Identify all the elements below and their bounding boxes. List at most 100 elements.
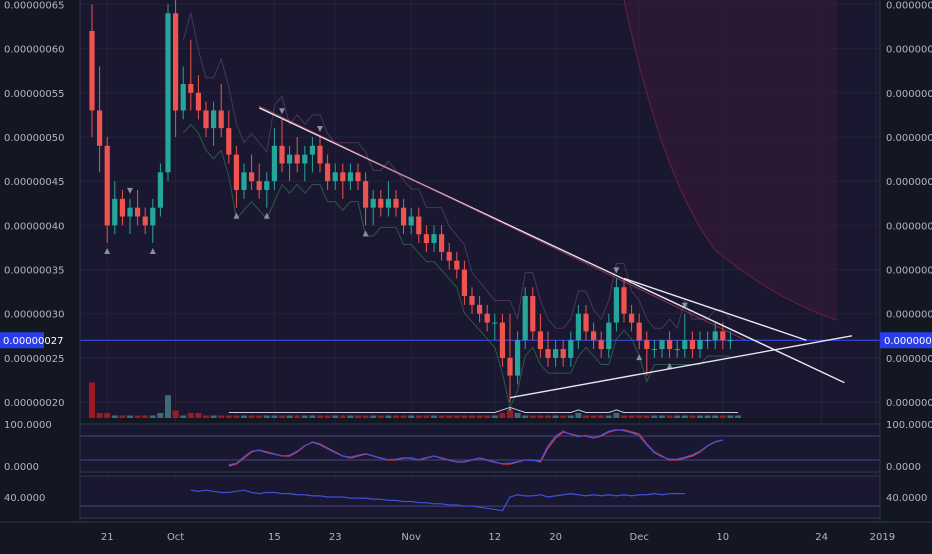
time-tick-label: 21 <box>101 532 114 543</box>
volume-bar <box>651 415 658 418</box>
volume-bar <box>674 415 681 418</box>
signal-marker-up <box>636 354 643 361</box>
volume-bar <box>225 415 232 418</box>
candle-body <box>689 340 695 350</box>
volume-bar <box>180 415 187 418</box>
volume-bar <box>659 415 665 418</box>
candle-body <box>347 172 353 182</box>
candle-body <box>385 198 391 208</box>
candle-body <box>340 172 346 182</box>
candle-body <box>249 172 255 182</box>
indicator-tick-label: 40.0000 <box>886 493 927 504</box>
oscillator-pane[interactable] <box>79 423 881 473</box>
time-axis[interactable]: 21 Oct 15 23 Nov 12 20 Dec 10 24 2019 <box>0 521 932 543</box>
signal-marker-down <box>127 187 133 194</box>
candle-body <box>651 349 657 351</box>
time-tick-label: 20 <box>549 532 562 543</box>
price-cloud-edge <box>623 0 837 321</box>
candle-body <box>309 145 315 155</box>
right-price-tick-label: 0.00000045 <box>886 177 932 188</box>
volume-bar <box>362 415 369 418</box>
candle-body <box>591 331 597 341</box>
candle-body <box>355 172 361 182</box>
volume-bar <box>469 415 475 418</box>
signal-marker-down <box>681 302 688 309</box>
right-price-tick-label: 0.00000025 <box>886 354 932 365</box>
volume-bar <box>195 412 202 418</box>
time-tick-label: Dec <box>630 532 649 543</box>
volume-bar <box>461 415 468 418</box>
candle-body <box>112 198 118 226</box>
left-price-tick-label: 0.00000045 <box>4 177 64 188</box>
right-price-tick-label: 0.00000055 <box>886 89 932 100</box>
candle-body <box>583 313 589 332</box>
candle-body <box>271 145 277 182</box>
oscillator-line-blue <box>228 428 723 466</box>
indicator-pane[interactable] <box>79 475 881 519</box>
volume-bar <box>484 415 491 418</box>
time-tick-label: Oct <box>167 532 184 543</box>
trendline[interactable] <box>623 277 807 341</box>
oscillator-pane-background <box>79 423 881 473</box>
right-price-tick-label: 0.00000020 <box>886 398 932 409</box>
volume-bar <box>377 415 384 418</box>
left-last-price-badge <box>0 332 44 349</box>
candle-body <box>621 287 627 314</box>
candle-body <box>507 357 513 376</box>
volume-pane <box>89 382 741 418</box>
candle-body <box>363 181 369 208</box>
volume-bar <box>104 412 111 418</box>
volume-bar <box>689 415 696 418</box>
volume-bar <box>127 415 133 418</box>
right-price-tick-label: 0.00000050 <box>886 133 932 144</box>
candle-body <box>104 145 110 226</box>
trendline[interactable] <box>509 335 853 399</box>
volume-bar <box>339 415 346 418</box>
left-price-tick-label: 0.00000060 <box>4 45 64 56</box>
volume-bar <box>621 415 627 418</box>
left-price-tick-label: 0.00000050 <box>4 133 64 144</box>
candle-body <box>317 145 323 164</box>
volume-bar <box>134 415 141 418</box>
signal-marker-down <box>279 108 285 115</box>
left-price-tick-label: 0.00000030 <box>4 310 64 321</box>
candle-body <box>659 340 665 350</box>
volume-bar <box>89 382 95 418</box>
volume-bar <box>408 415 415 418</box>
left-price-axis[interactable]: 0.00000065 0.00000060 0.00000055 0.00000050… <box>0 0 81 522</box>
candle-body <box>682 340 688 350</box>
volume-bar <box>157 412 164 418</box>
price-pane[interactable] <box>80 0 880 518</box>
trendline[interactable] <box>258 107 845 384</box>
volume-bar <box>233 415 240 418</box>
volume-bar <box>537 415 544 418</box>
left-price-tick-label: 0.00000035 <box>4 266 64 277</box>
candle-body <box>165 13 171 173</box>
time-tick-label: 2019 <box>870 532 895 543</box>
time-tick-label: Nov <box>401 532 421 543</box>
signal-marker-up <box>149 248 156 255</box>
candle-body <box>233 154 239 190</box>
candle-body <box>469 296 475 305</box>
volume-bar <box>613 412 620 418</box>
volume-bar <box>210 415 217 418</box>
volume-bar <box>400 415 407 418</box>
trendline-shadow <box>258 105 746 341</box>
volume-bar <box>294 415 301 418</box>
candle-body <box>484 313 490 323</box>
signal-marker-down <box>613 267 620 274</box>
right-price-axis[interactable]: 0.00000065 0.00000060 0.00000055 0.00000050… <box>879 0 932 522</box>
right-last-price-badge <box>880 332 932 349</box>
candle-body <box>393 198 399 208</box>
volume-bar <box>499 412 506 418</box>
candle-body <box>226 128 232 155</box>
volume-bar <box>119 415 126 418</box>
candle-body <box>287 154 293 164</box>
volume-bar <box>279 415 285 418</box>
volume-bar <box>605 415 612 418</box>
volume-bar <box>719 415 726 418</box>
volume-bar <box>681 415 688 418</box>
candle-body <box>720 331 726 341</box>
